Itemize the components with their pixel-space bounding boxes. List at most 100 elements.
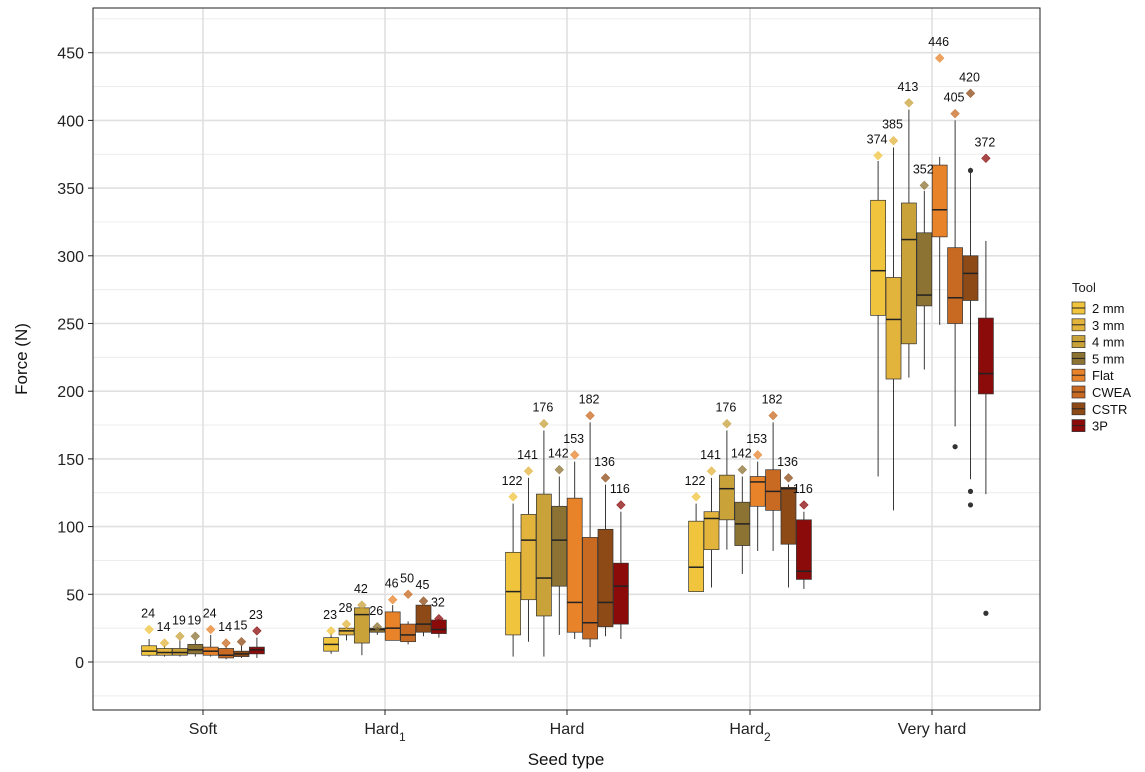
max-label: 413	[897, 80, 918, 94]
legend-label: 4 mm	[1092, 335, 1125, 350]
box-iqr	[218, 648, 234, 659]
max-marker	[904, 98, 914, 108]
outlier-point	[952, 444, 958, 450]
max-label: 116	[793, 482, 813, 496]
box-iqr	[901, 202, 917, 345]
max-label: 24	[203, 607, 217, 621]
box-iqr	[719, 474, 735, 521]
box-iqr	[749, 476, 766, 507]
box-4-mm	[719, 418, 735, 550]
box-4-mm	[536, 418, 552, 657]
box-iqr	[688, 520, 704, 592]
box-iqr	[765, 469, 781, 511]
box-flat	[931, 53, 948, 325]
box-5-mm	[187, 631, 204, 657]
box-2-mm	[141, 624, 157, 657]
box-4-mm	[901, 98, 917, 378]
max-marker	[706, 466, 717, 476]
box-iqr	[947, 247, 963, 324]
max-label: 19	[172, 613, 186, 627]
box-3-mm	[520, 466, 537, 642]
max-marker	[144, 624, 154, 635]
max-label: 385	[882, 118, 903, 132]
box-flat	[202, 624, 219, 657]
box-2-mm	[870, 150, 886, 477]
box-iqr	[400, 623, 416, 643]
y-tick-label: 100	[57, 520, 84, 537]
max-label: 142	[731, 447, 752, 461]
box-cstr	[415, 596, 432, 637]
max-label: 23	[249, 608, 263, 622]
max-label: 45	[416, 578, 430, 592]
box-iqr	[597, 528, 614, 628]
y-tick-label: 250	[57, 317, 84, 334]
max-marker	[326, 626, 336, 636]
box-iqr	[582, 537, 598, 640]
max-label: 50	[400, 571, 414, 585]
max-label: 405	[944, 91, 965, 105]
max-marker	[372, 622, 383, 632]
box-4-mm	[172, 631, 188, 657]
box-5-mm	[551, 464, 568, 635]
y-tick-label: 300	[57, 249, 84, 266]
max-label: 372	[974, 135, 995, 149]
max-marker	[585, 410, 595, 421]
max-marker	[799, 500, 809, 510]
max-label: 23	[323, 608, 337, 622]
y-tick-label: 200	[57, 384, 84, 401]
max-marker	[539, 418, 549, 429]
max-labels-layer: 24 23 122 122 374 14 28 141 141 385 19 42 176 176 413 1…	[141, 35, 995, 634]
max-marker	[190, 631, 201, 642]
max-marker	[221, 638, 231, 648]
box-iqr	[536, 493, 552, 617]
max-label: 14	[218, 620, 232, 634]
x-axis-title: Seed type	[528, 750, 605, 769]
max-marker	[357, 600, 367, 610]
box-cwea	[582, 410, 598, 648]
y-tick-label: 0	[75, 655, 84, 672]
box-iqr	[885, 277, 902, 380]
max-label: 122	[502, 474, 523, 488]
box-iqr	[931, 164, 948, 238]
boxes-layer	[141, 53, 994, 660]
max-label: 14	[157, 620, 171, 634]
max-marker	[722, 418, 732, 429]
max-label: 46	[385, 577, 399, 591]
max-marker	[783, 473, 794, 483]
box-2-mm	[505, 492, 521, 657]
box-iqr	[384, 611, 401, 641]
x-tick-label: Hard1	[364, 721, 406, 744]
box-iqr	[780, 486, 797, 545]
max-marker	[600, 473, 611, 483]
max-marker	[554, 464, 565, 475]
box-flat	[749, 450, 766, 551]
max-marker	[981, 153, 991, 164]
y-axis: 0 50 100 150 200 250 300 350 400 450	[57, 46, 93, 672]
max-marker	[175, 631, 185, 642]
max-marker	[768, 410, 778, 421]
box-3-mm	[703, 466, 720, 588]
box-iqr	[415, 604, 432, 633]
box-3-mm	[338, 619, 355, 641]
max-marker	[873, 150, 883, 161]
x-tick-label: Hard	[550, 721, 585, 738]
box-5-mm	[734, 464, 751, 574]
box-3p	[613, 500, 629, 639]
box-3p	[249, 626, 265, 658]
box-flat	[566, 450, 583, 639]
max-label: 42	[354, 582, 368, 596]
max-marker	[403, 589, 413, 600]
box-iqr	[613, 562, 629, 625]
max-label: 141	[517, 448, 538, 462]
max-marker	[737, 464, 748, 475]
box-cwea	[218, 638, 234, 660]
y-tick-label: 350	[57, 181, 84, 198]
box-cstr	[233, 636, 250, 658]
box-2-mm	[323, 626, 339, 654]
box-4-mm	[354, 600, 370, 656]
max-marker	[434, 613, 444, 624]
y-tick-label: 150	[57, 452, 84, 469]
y-tick-label: 50	[66, 587, 84, 604]
max-marker	[236, 636, 247, 647]
